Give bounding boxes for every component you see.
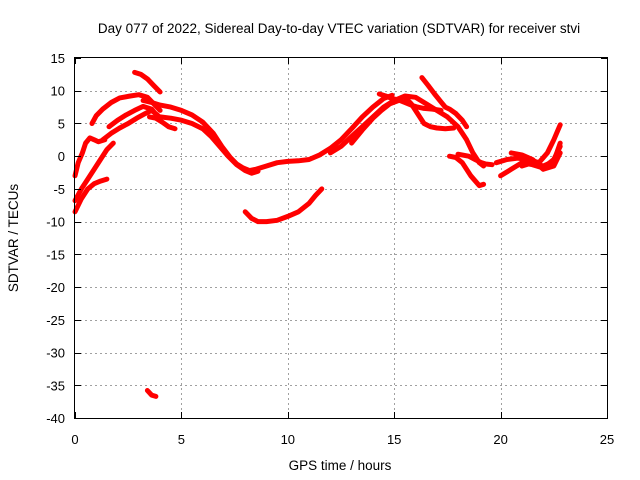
series-line-track-2 bbox=[72, 135, 108, 179]
series-line-track-6 bbox=[106, 103, 161, 130]
series-group bbox=[72, 69, 563, 399]
series-line-track-11 bbox=[242, 186, 325, 225]
series-line-track-7 bbox=[132, 69, 163, 95]
series-line-track-17 bbox=[447, 153, 487, 189]
x-tick-label: 25 bbox=[600, 432, 614, 447]
x-tick-label: 15 bbox=[387, 432, 401, 447]
grid bbox=[75, 58, 607, 418]
x-tick-label: 10 bbox=[281, 432, 295, 447]
y-tick-label: -25 bbox=[46, 313, 65, 328]
series-line-track-18 bbox=[455, 151, 495, 168]
y-tick-labels: -40 -35 -30 -25 -20 -15 -10 -5 0 5 10 15 bbox=[46, 51, 65, 426]
axis-ticks bbox=[75, 58, 608, 419]
x-tick-labels: 0 5 10 15 20 25 bbox=[71, 432, 614, 447]
series-line-track-10 bbox=[157, 114, 261, 176]
x-axis-label: GPS time / hours bbox=[289, 458, 392, 473]
series-line-track-23 bbox=[144, 388, 159, 399]
y-tick-label: -10 bbox=[46, 215, 65, 230]
y-tick-label: -5 bbox=[53, 182, 65, 197]
y-axis-label: SDTVAR / TECUs bbox=[6, 184, 21, 293]
y-tick-label: 5 bbox=[58, 116, 65, 131]
y-tick-label: -15 bbox=[46, 247, 65, 262]
x-tick-label: 0 bbox=[71, 432, 78, 447]
x-tick-label: 5 bbox=[178, 432, 185, 447]
series-line-track-15 bbox=[402, 94, 457, 132]
series-line-track-3 bbox=[72, 140, 116, 204]
plot-frame bbox=[74, 57, 608, 419]
series-line-track-1 bbox=[72, 176, 110, 215]
y-tick-label: -20 bbox=[46, 280, 65, 295]
series-line-track-16 bbox=[419, 75, 470, 130]
series-line-track-12 bbox=[327, 93, 487, 169]
y-tick-label: -35 bbox=[46, 378, 65, 393]
series-line-track-13 bbox=[349, 98, 401, 146]
x-tick-label: 20 bbox=[493, 432, 507, 447]
series-line-track-22 bbox=[519, 140, 563, 169]
series-line-track-8 bbox=[147, 114, 178, 132]
y-tick-label: 10 bbox=[51, 84, 65, 99]
chart-title: Day 077 of 2022, Sidereal Day-to-day VTE… bbox=[98, 21, 580, 36]
y-tick-label: -30 bbox=[46, 346, 65, 361]
y-tick-label: 15 bbox=[51, 51, 65, 66]
y-tick-label: -40 bbox=[46, 411, 65, 426]
y-tick-label: 0 bbox=[58, 149, 65, 164]
